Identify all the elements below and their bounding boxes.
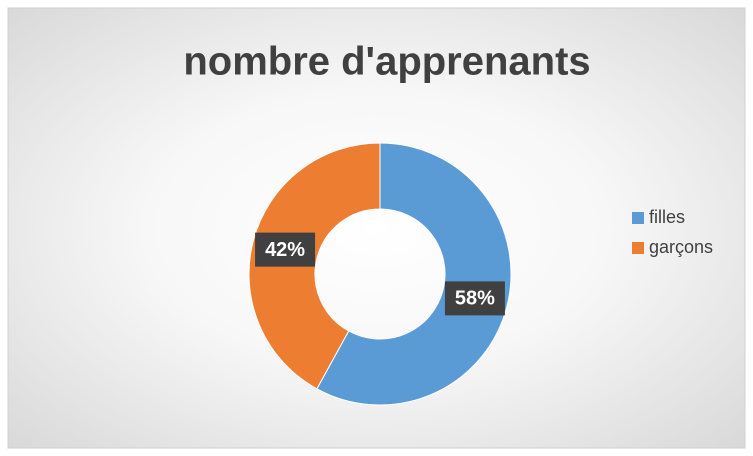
legend-swatch	[632, 242, 644, 254]
donut-slice	[316, 142, 512, 406]
legend-label: filles	[649, 207, 685, 227]
legend-label: garçons	[649, 237, 713, 257]
data-label-box	[255, 232, 316, 267]
data-label: 42%	[265, 239, 305, 261]
data-label: 58%	[455, 288, 495, 310]
data-label-box	[444, 281, 505, 316]
legend-swatch	[632, 212, 644, 224]
chart-title: nombre d'apprenants	[183, 40, 590, 84]
